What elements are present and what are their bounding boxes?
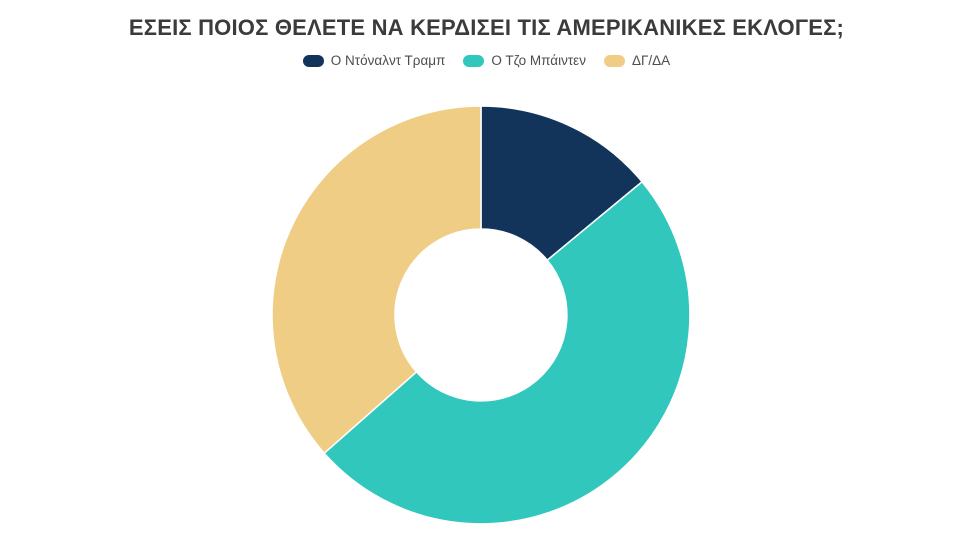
donut-slice-trump[interactable] [480,105,643,261]
chart-header: ΕΣΕΙΣ ΠΟΙΟΣ ΘΕΛΕΤΕ ΝΑ ΚΕΡΔΙΣΕΙ ΤΙΣ ΑΜΕΡΙ… [0,15,973,68]
legend-item-trump[interactable]: Ο Ντόναλντ Τραμπ [302,53,446,68]
donut-chart [271,105,691,525]
legend-swatch-biden-icon [463,54,485,67]
legend-item-dgda[interactable]: ΔΓ/ΔΑ [603,53,671,68]
legend-label-trump: Ο Ντόναλντ Τραμπ [330,53,446,68]
donut-slice-biden[interactable] [323,181,691,525]
legend-item-biden[interactable]: Ο Τζο Μπάιντεν [463,53,586,68]
legend-label-biden: Ο Τζο Μπάιντεν [491,53,586,68]
donut-slice-dgda[interactable] [271,105,482,454]
legend-swatch-trump-icon [302,54,324,67]
legend-swatch-dgda-icon [603,54,625,67]
legend: Ο Ντόναλντ Τραμπ Ο Τζο Μπάιντεν ΔΓ/ΔΑ [0,53,973,68]
legend-label-dgda: ΔΓ/ΔΑ [631,53,671,68]
chart-title: ΕΣΕΙΣ ΠΟΙΟΣ ΘΕΛΕΤΕ ΝΑ ΚΕΡΔΙΣΕΙ ΤΙΣ ΑΜΕΡΙ… [128,15,845,40]
